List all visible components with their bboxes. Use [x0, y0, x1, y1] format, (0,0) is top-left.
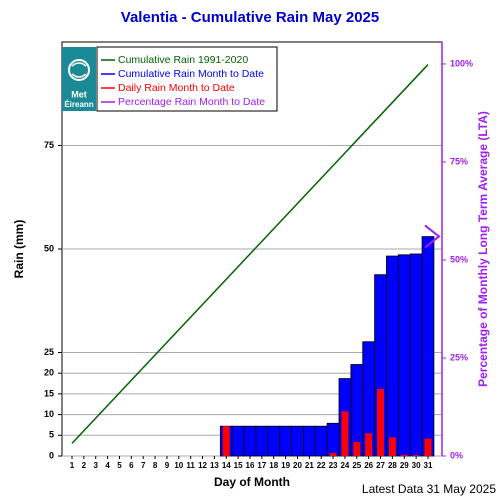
bar [326, 422, 340, 457]
daily-bar [377, 388, 385, 456]
x-tick-label: 14 [222, 461, 231, 470]
y-tick-label: 50 [44, 243, 54, 253]
x-tick-label: 2 [82, 461, 87, 470]
x-tick-label: 11 [186, 461, 195, 470]
x-tick-label: 21 [305, 461, 314, 470]
logo-icon [68, 59, 90, 81]
bar [255, 425, 269, 457]
daily-bar [424, 438, 432, 456]
x-tick-label: 22 [317, 461, 326, 470]
x-tick-label: 17 [257, 461, 266, 470]
x-tick-label: 27 [376, 461, 385, 470]
x-tick-label: 25 [352, 461, 361, 470]
y-tick-label: 5 [49, 430, 54, 440]
x-tick-label: 23 [329, 461, 338, 470]
bar [397, 254, 411, 457]
legend-label: Cumulative Rain 1991-2020 [118, 54, 248, 66]
y2-tick-label: 0% [450, 450, 463, 460]
y2-tick-label: 25% [450, 352, 468, 362]
footer: Latest Data 31 May 2025 [362, 482, 496, 496]
bar [409, 253, 423, 457]
bar [386, 255, 399, 457]
y2-tick-label: 100% [450, 58, 473, 68]
y-tick-label: 0 [49, 450, 54, 460]
x-tick-label: 1 [70, 461, 75, 470]
bar [231, 425, 245, 457]
x-tick-label: 15 [234, 461, 243, 470]
daily-bar [353, 441, 361, 456]
x-tick-label: 5 [117, 461, 122, 470]
bar [243, 425, 257, 457]
daily-bar [329, 453, 337, 456]
y-tick-label: 15 [44, 388, 54, 398]
x-tick-label: 30 [412, 461, 421, 470]
bar [302, 425, 316, 457]
x-axis-label: Day of Month [214, 475, 290, 489]
y2-tick-label: 50% [450, 254, 468, 264]
legend-label: Percentage Rain Month to Date [118, 96, 265, 108]
y-tick-label: 10 [44, 409, 54, 419]
legend-label: Cumulative Rain Month to Date [118, 68, 264, 80]
logo-text: Éireann [64, 100, 93, 109]
x-tick-label: 18 [269, 461, 278, 470]
logo-icon [71, 62, 87, 78]
daily-bar [388, 437, 396, 456]
x-tick-label: 4 [105, 461, 110, 470]
x-tick-label: 16 [246, 461, 255, 470]
daily-bar [365, 433, 373, 456]
x-tick-label: 31 [424, 461, 433, 470]
marker [424, 224, 441, 249]
x-tick-label: 8 [153, 461, 158, 470]
y-axis-label: Rain (mm) [12, 220, 26, 279]
y-tick-label: 20 [44, 368, 54, 378]
x-tick-label: 12 [198, 461, 207, 470]
legend-label: Daily Rain Month to Date [118, 82, 235, 94]
x-tick-label: 19 [281, 461, 290, 470]
x-tick-label: 10 [174, 461, 183, 470]
daily-bar [222, 426, 230, 456]
daily-bar [341, 411, 349, 456]
line [71, 64, 429, 444]
x-tick-label: 20 [293, 461, 302, 470]
legend [96, 46, 278, 112]
y-tick-label: 75 [44, 140, 54, 150]
x-tick-label: 28 [388, 461, 397, 470]
bar [291, 425, 304, 457]
chart-title: Valentia - Cumulative Rain May 2025 [121, 9, 379, 26]
bar [279, 425, 292, 457]
x-tick-label: 6 [129, 461, 134, 470]
daily-bar [412, 455, 420, 456]
y2-tick-label: 75% [450, 156, 468, 166]
logo-text: Met [71, 89, 87, 99]
bar [314, 425, 328, 457]
x-tick-label: 7 [141, 461, 146, 470]
x-tick-label: 9 [165, 461, 170, 470]
x-tick-label: 3 [94, 461, 99, 470]
x-tick-label: 26 [364, 461, 373, 470]
bar [267, 425, 281, 457]
x-tick-label: 24 [340, 461, 349, 470]
x-tick-label: 13 [210, 461, 219, 470]
daily-bar [400, 454, 408, 456]
y2-axis-label: Percentage of Monthly Long Term Average … [476, 111, 490, 387]
y-tick-label: 25 [44, 347, 54, 357]
bar [421, 236, 435, 457]
x-tick-label: 29 [400, 461, 409, 470]
